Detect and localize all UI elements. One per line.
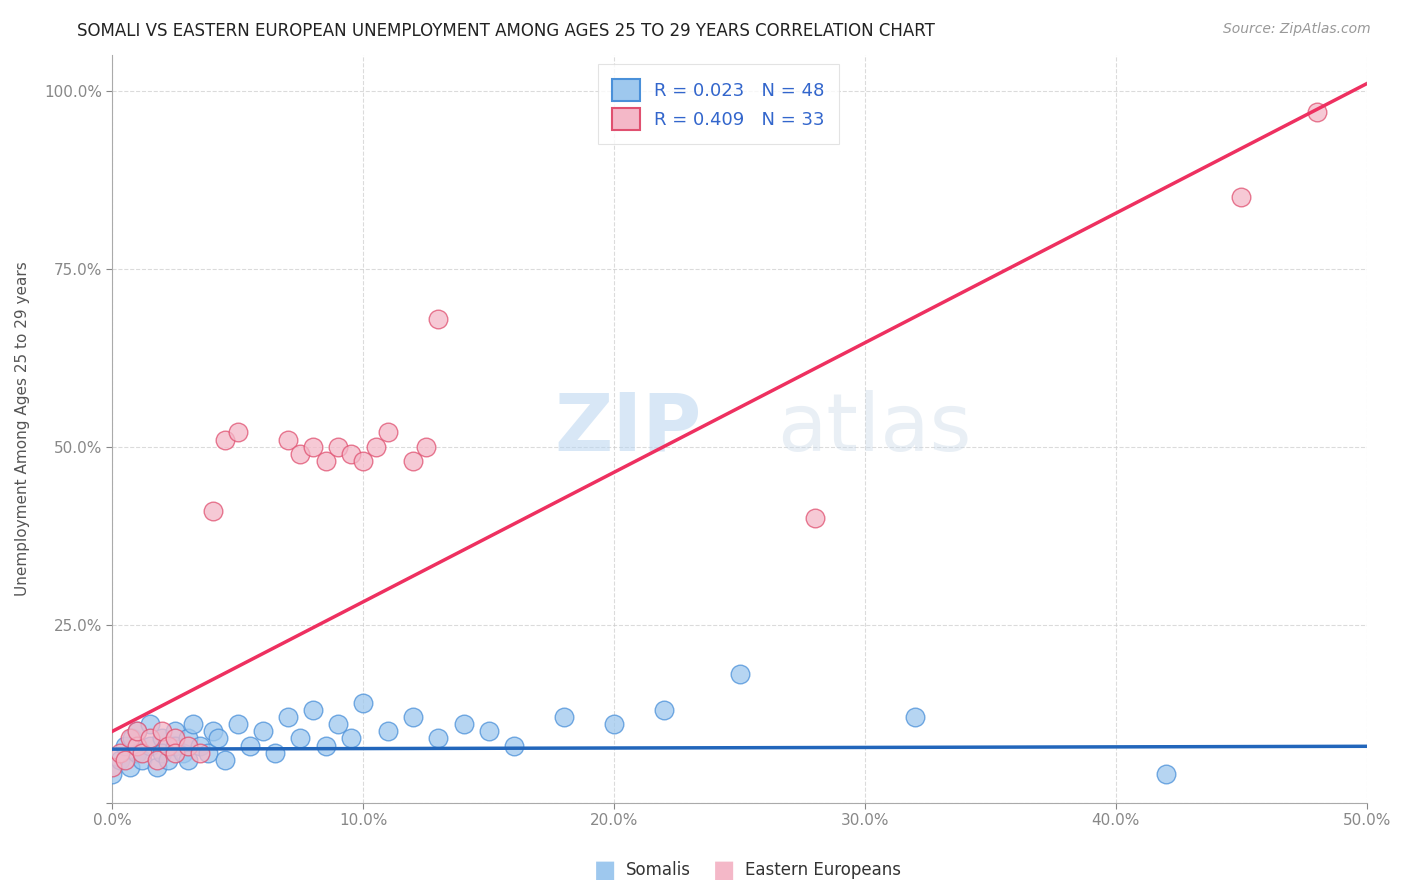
Point	[163, 746, 186, 760]
Point	[415, 440, 437, 454]
Point	[131, 753, 153, 767]
Point	[290, 447, 312, 461]
Text: atlas: atlas	[778, 390, 972, 467]
Point	[904, 710, 927, 724]
Point	[201, 504, 224, 518]
Point	[118, 731, 141, 746]
Point	[139, 717, 162, 731]
Point	[302, 440, 325, 454]
Point	[1230, 190, 1253, 204]
Point	[121, 731, 143, 746]
Point	[108, 746, 131, 760]
Point	[127, 746, 149, 760]
Point	[377, 425, 399, 440]
Point	[277, 433, 299, 447]
Point	[152, 724, 174, 739]
Point	[402, 710, 425, 724]
Point	[226, 717, 249, 731]
Point	[226, 425, 249, 440]
Point	[127, 724, 149, 739]
Legend: R = 0.023   N = 48, R = 0.409   N = 33: R = 0.023 N = 48, R = 0.409 N = 33	[598, 64, 839, 145]
Point	[188, 739, 211, 753]
Point	[163, 724, 186, 739]
Point	[114, 739, 136, 753]
Point	[277, 710, 299, 724]
Point	[427, 311, 450, 326]
Point	[146, 760, 169, 774]
Point	[101, 767, 124, 781]
Point	[176, 753, 198, 767]
Text: Somalis: Somalis	[626, 861, 690, 879]
Point	[139, 739, 162, 753]
Point	[603, 717, 626, 731]
Point	[139, 731, 162, 746]
Point	[214, 753, 236, 767]
Text: ■: ■	[713, 858, 735, 881]
Point	[252, 724, 274, 739]
Point	[156, 753, 179, 767]
Point	[131, 746, 153, 760]
Point	[156, 739, 179, 753]
Point	[402, 454, 425, 468]
Point	[201, 724, 224, 739]
Point	[326, 440, 349, 454]
Point	[127, 724, 149, 739]
Point	[453, 717, 475, 731]
Point	[352, 696, 374, 710]
Y-axis label: Unemployment Among Ages 25 to 29 years: Unemployment Among Ages 25 to 29 years	[15, 261, 30, 596]
Point	[315, 454, 337, 468]
Point	[339, 447, 361, 461]
Point	[302, 703, 325, 717]
Point	[377, 724, 399, 739]
Text: ZIP: ZIP	[555, 390, 702, 467]
Point	[172, 746, 194, 760]
Point	[502, 739, 524, 753]
Point	[118, 760, 141, 774]
Point	[207, 731, 229, 746]
Point	[163, 731, 186, 746]
Point	[214, 433, 236, 447]
Point	[181, 717, 204, 731]
Point	[176, 739, 198, 753]
Point	[553, 710, 575, 724]
Point	[315, 739, 337, 753]
Point	[114, 753, 136, 767]
Point	[127, 739, 149, 753]
Point	[163, 739, 186, 753]
Point	[152, 731, 174, 746]
Point	[478, 724, 501, 739]
Point	[728, 667, 751, 681]
Point	[1154, 767, 1177, 781]
Text: ■: ■	[593, 858, 616, 881]
Point	[804, 510, 827, 524]
Point	[652, 703, 675, 717]
Point	[290, 731, 312, 746]
Point	[364, 440, 387, 454]
Point	[326, 717, 349, 731]
Point	[108, 753, 131, 767]
Text: Eastern Europeans: Eastern Europeans	[745, 861, 901, 879]
Point	[197, 746, 219, 760]
Point	[352, 454, 374, 468]
Point	[239, 739, 262, 753]
Point	[427, 731, 450, 746]
Point	[101, 760, 124, 774]
Point	[188, 746, 211, 760]
Point	[152, 746, 174, 760]
Point	[339, 731, 361, 746]
Text: SOMALI VS EASTERN EUROPEAN UNEMPLOYMENT AMONG AGES 25 TO 29 YEARS CORRELATION CH: SOMALI VS EASTERN EUROPEAN UNEMPLOYMENT …	[77, 22, 935, 40]
Point	[264, 746, 287, 760]
Point	[1305, 105, 1327, 120]
Point	[176, 731, 198, 746]
Text: Source: ZipAtlas.com: Source: ZipAtlas.com	[1223, 22, 1371, 37]
Point	[146, 753, 169, 767]
